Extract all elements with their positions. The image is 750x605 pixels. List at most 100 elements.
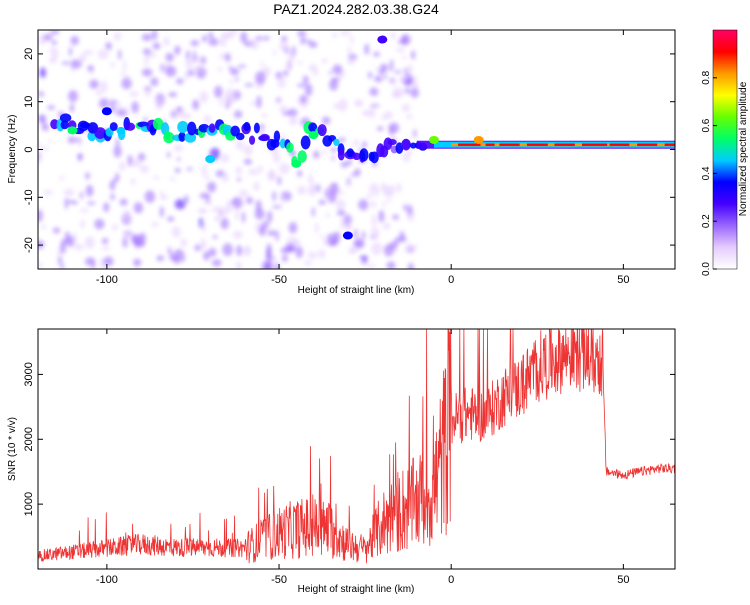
spectrogram-speckle <box>337 190 345 195</box>
spectrogram-ridge-blob <box>300 135 311 150</box>
spectrogram-speckle <box>218 66 222 73</box>
x-tick-label: 50 <box>617 574 629 586</box>
spectrogram-speckle <box>74 138 82 143</box>
spectrogram-speckle <box>285 60 293 70</box>
spectrogram-speckle <box>389 126 394 136</box>
spectrogram-speckle <box>198 208 205 214</box>
spectrogram-speckle <box>151 221 159 227</box>
spectrogram-speckle <box>59 263 65 269</box>
tone-band-peak <box>595 143 608 146</box>
spectrogram-speckle <box>166 216 175 222</box>
spectrogram-speckle <box>322 116 331 125</box>
spectrogram-speckle <box>352 139 360 147</box>
spectrogram-ridge-blob <box>337 149 345 161</box>
spectrogram-feature <box>101 107 112 116</box>
spectrogram-speckle <box>354 238 365 249</box>
spectrogram-speckle <box>393 248 398 254</box>
snr-y-label: SNR (10 * v/v) <box>7 417 18 481</box>
spectrogram-speckle <box>130 159 142 168</box>
spectrogram-speckle <box>133 258 142 267</box>
spectrogram-speckle <box>39 146 50 151</box>
tone-band-peak <box>568 143 575 146</box>
spectrogram-speckle <box>165 65 177 77</box>
snr-x-label: Height of straight line (km) <box>298 584 415 595</box>
spectrogram-speckle <box>297 170 303 177</box>
spectrogram-speckle <box>315 183 321 193</box>
spectrogram-speckle <box>86 201 96 205</box>
y-tick-label: 10 <box>23 96 35 108</box>
spectrogram-speckle <box>144 190 156 203</box>
spectrogram-x-label: Height of straight line (km) <box>298 285 415 296</box>
spectrogram-speckle <box>101 246 111 251</box>
spectrogram-speckle <box>61 61 71 65</box>
spectrogram-speckle <box>335 199 346 211</box>
spectrogram-speckle <box>214 85 223 98</box>
spectrogram-marks <box>38 30 675 269</box>
spectrogram-speckle <box>186 167 193 171</box>
spectrogram-speckle <box>174 249 184 257</box>
tone-band-peak <box>513 143 520 146</box>
spectrogram-speckle <box>389 32 397 40</box>
snr-frame <box>37 328 676 570</box>
spectrogram-ridge-blob <box>279 138 286 149</box>
spectrogram-speckle <box>397 184 402 194</box>
spectrogram-ridge-blob <box>109 122 118 132</box>
spectrogram-speckle <box>159 190 164 200</box>
spectrogram-speckle <box>273 49 277 56</box>
spectrogram-speckle <box>211 259 222 267</box>
spectrogram-feature <box>308 131 319 140</box>
spectrogram-speckle <box>167 246 171 256</box>
spectrogram-speckle <box>243 158 253 165</box>
spectrogram-speckle <box>203 199 213 205</box>
colorbar-gradient <box>712 29 738 270</box>
spectrogram-speckle <box>363 109 373 117</box>
spectrogram-speckle <box>94 218 105 230</box>
spectrogram-speckle <box>278 163 290 174</box>
spectrogram-speckle <box>180 238 188 248</box>
spectrogram-speckle <box>371 214 377 227</box>
spectrogram-speckle <box>393 87 405 98</box>
spectrogram-speckle <box>150 77 159 87</box>
spectrogram-speckle <box>289 151 296 156</box>
spectrogram-speckle <box>331 32 338 39</box>
spectrogram-ridge-blob <box>409 142 417 149</box>
spectrogram-speckle <box>283 69 289 77</box>
spectrogram-speckle <box>99 80 108 93</box>
tone-band-peak <box>499 143 515 146</box>
colorbar: 0.0 0.2 0.4 0.6 0.8 Normalized spectral ampl… <box>701 29 749 276</box>
spectrogram-speckle <box>300 37 307 45</box>
spectrogram-speckle <box>255 71 266 85</box>
tone-band-peak <box>471 143 481 146</box>
spectrogram-speckle <box>119 161 126 172</box>
spectrogram-speckle <box>245 196 254 204</box>
spectrogram-speckle <box>370 227 380 239</box>
spectrogram-speckle <box>281 111 291 116</box>
spectrogram-ridge-blob <box>308 122 318 133</box>
spectrogram-speckle <box>243 144 253 156</box>
spectrogram-speckle <box>208 32 214 39</box>
y-tick-label: -20 <box>23 237 35 253</box>
spectrogram-speckle <box>142 48 152 55</box>
spectrogram-speckle <box>396 47 405 53</box>
spectrogram-speckle <box>369 106 376 119</box>
spectrogram-speckle <box>383 222 391 230</box>
spectrogram-ridge-blob <box>178 131 186 142</box>
spectrogram-speckle <box>410 50 416 60</box>
spectrogram-speckle <box>85 184 94 197</box>
snr-background <box>38 329 675 569</box>
spectrogram-speckle <box>198 217 204 229</box>
spectrogram-speckle <box>242 246 252 257</box>
spectrogram-speckle <box>122 59 127 72</box>
spectrogram-speckle <box>297 185 307 195</box>
y-tick-label: 0 <box>23 146 35 152</box>
spectrogram-speckle <box>121 71 125 76</box>
spectrogram-speckle <box>261 112 267 118</box>
spectrogram-speckle <box>235 261 242 269</box>
spectrogram-speckle <box>325 212 330 218</box>
spectrogram-speckle <box>219 96 224 107</box>
spectrogram-speckle <box>302 75 309 84</box>
spectrogram-speckle <box>40 224 47 230</box>
spectrogram-speckle <box>274 97 283 104</box>
tone-band-peak <box>485 143 495 146</box>
spectrogram-speckle <box>267 171 277 182</box>
